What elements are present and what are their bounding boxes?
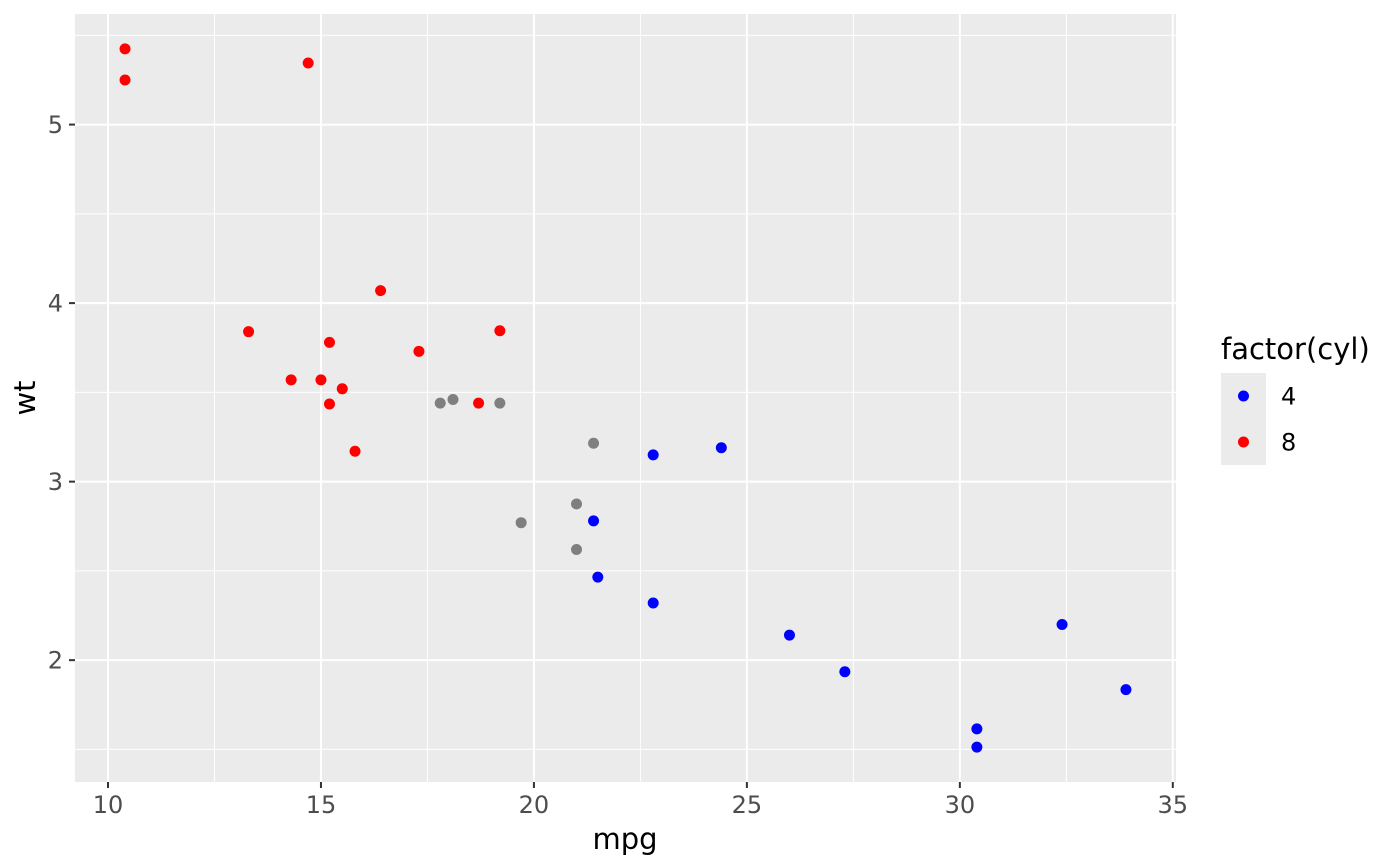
plot-panel (75, 14, 1176, 782)
data-point (592, 571, 604, 583)
data-point (494, 397, 506, 409)
legend: factor(cyl) 48 (1221, 332, 1370, 465)
x-tick-label: 30 (945, 791, 976, 819)
data-point (588, 515, 600, 527)
data-point (971, 723, 983, 735)
data-point (413, 345, 425, 357)
data-point (315, 374, 327, 386)
x-tick-label: 25 (732, 791, 763, 819)
data-point (588, 437, 600, 449)
x-axis: 10 15 20 25 30 35 (93, 782, 1188, 819)
data-point (647, 597, 659, 609)
legend-key-point (1238, 390, 1249, 402)
data-point (447, 394, 459, 406)
data-point (336, 383, 348, 395)
y-tick-label: 3 (48, 468, 63, 496)
data-point (715, 442, 727, 454)
legend-keys: 48 (1221, 373, 1296, 465)
x-tick-label: 15 (306, 791, 337, 819)
y-axis: 2 3 4 5 (48, 111, 75, 675)
y-tick-label: 5 (48, 111, 63, 139)
legend-key-point (1238, 436, 1249, 448)
x-tick-label: 20 (519, 791, 550, 819)
data-point (515, 517, 527, 529)
legend-title: factor(cyl) (1221, 332, 1370, 366)
data-point (1120, 684, 1132, 696)
data-point (323, 336, 335, 348)
data-point (119, 74, 131, 86)
y-tick-label: 2 (48, 647, 63, 675)
data-point (571, 543, 583, 555)
x-axis-title: mpg (592, 822, 657, 856)
y-axis-title: wt (8, 380, 42, 415)
x-tick-label: 35 (1158, 791, 1189, 819)
data-point (647, 449, 659, 461)
legend-key-label: 8 (1281, 429, 1296, 457)
data-point (971, 741, 983, 753)
data-point (285, 374, 297, 386)
data-point (839, 666, 851, 678)
data-point (434, 397, 446, 409)
data-point (1056, 618, 1068, 630)
y-tick-label: 4 (48, 290, 63, 318)
data-point (571, 498, 583, 510)
data-point (473, 397, 485, 409)
data-point (494, 325, 506, 337)
x-tick-label: 10 (93, 791, 124, 819)
data-point (323, 398, 335, 410)
data-point (349, 445, 361, 457)
legend-key-label: 4 (1281, 383, 1296, 411)
minor-gridlines (75, 14, 1176, 782)
data-point (119, 43, 131, 55)
data-point (243, 326, 255, 338)
major-gridlines (75, 14, 1176, 782)
data-point (783, 629, 795, 641)
data-points (119, 43, 1132, 753)
data-point (302, 57, 314, 69)
data-point (375, 285, 387, 297)
